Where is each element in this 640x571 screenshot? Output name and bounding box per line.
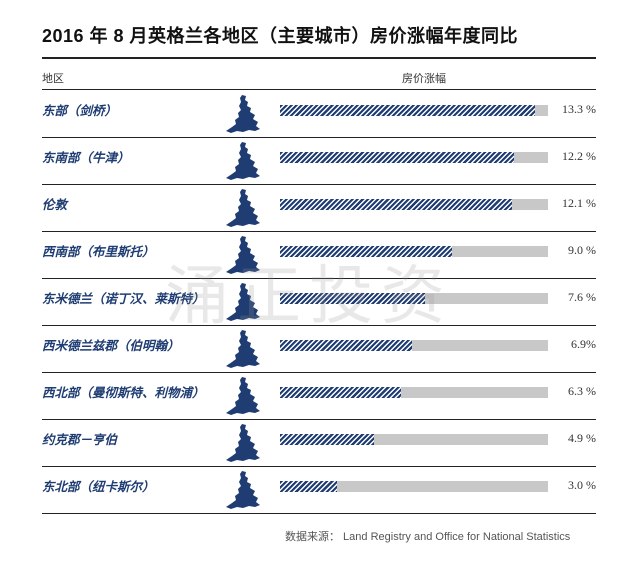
value-label: 4.9 %: [568, 431, 596, 445]
chart-row: 西北部（曼彻斯特、利物浦） 6.3 %: [42, 372, 596, 420]
value-label: 13.3 %: [562, 102, 596, 116]
region-column-header: 地区: [42, 73, 64, 85]
chart-row: 东北部（纽卡斯尔） 3.0 %: [42, 466, 596, 514]
value-label: 6.3 %: [568, 384, 596, 398]
region-label: 西北部（曼彻斯特、利物浦）: [42, 386, 205, 400]
chart-title: 2016 年 8 月英格兰各地区（主要城市）房价涨幅年度同比: [42, 26, 519, 46]
chart-row: 西南部（布里斯托） 9.0 %: [42, 231, 596, 279]
england-map-icon: [226, 330, 260, 368]
value-label: 7.6 %: [568, 290, 596, 304]
england-map-icon: [226, 189, 260, 227]
bar: [280, 246, 452, 257]
england-map-icon: [226, 283, 260, 321]
value-label: 6.9%: [571, 337, 596, 351]
bar-track: [280, 481, 548, 492]
value-column-header: 房价涨幅: [402, 73, 446, 85]
bar: [280, 340, 412, 351]
bar-track: [280, 387, 548, 398]
value-label: 3.0 %: [568, 478, 596, 492]
region-label: 西米德兰兹郡（伯明翰）: [42, 339, 180, 353]
england-map-icon: [226, 471, 260, 509]
bar-track: [280, 152, 548, 163]
bar: [280, 199, 512, 210]
value-label: 9.0 %: [568, 243, 596, 257]
source-note: 数据来源： Land Registry and Office for Natio…: [285, 531, 571, 543]
value-label: 12.1 %: [562, 196, 596, 210]
chart-row: 东南部（牛津） 12.2 %: [42, 137, 596, 185]
bar-track: [280, 293, 548, 304]
region-label: 东南部（牛津）: [42, 151, 130, 165]
region-label: 约克郡－亨伯: [42, 433, 118, 447]
bar: [280, 481, 337, 492]
england-map-icon: [226, 95, 260, 133]
region-label: 伦敦: [42, 198, 68, 212]
chart-row: 西米德兰兹郡（伯明翰） 6.9%: [42, 325, 596, 373]
bar-track: [280, 246, 548, 257]
bar: [280, 105, 535, 116]
bar: [280, 387, 401, 398]
bar: [280, 434, 374, 445]
england-map-icon: [226, 236, 260, 274]
header-top-divider: [42, 57, 596, 59]
bar-track: [280, 434, 548, 445]
chart-row: 伦敦 12.1 %: [42, 184, 596, 232]
england-map-icon: [226, 424, 260, 462]
value-label: 12.2 %: [562, 149, 596, 163]
region-label: 东部（剑桥）: [42, 104, 118, 118]
england-map-icon: [226, 142, 260, 180]
bar-track: [280, 199, 548, 210]
bar-track: [280, 105, 548, 116]
region-label: 东米德兰（诺丁汉、莱斯特）: [42, 292, 205, 306]
bar: [280, 293, 425, 304]
region-label: 西南部（布里斯托）: [42, 245, 155, 259]
chart-row: 东部（剑桥） 13.3 %: [42, 90, 596, 138]
chart-row: 约克郡－亨伯 4.9 %: [42, 419, 596, 467]
header-bottom-divider: [42, 89, 596, 90]
bar: [280, 152, 514, 163]
bar-track: [280, 340, 548, 351]
england-map-icon: [226, 377, 260, 415]
region-label: 东北部（纽卡斯尔）: [42, 480, 155, 494]
chart-row: 东米德兰（诺丁汉、莱斯特） 7.6 %: [42, 278, 596, 326]
